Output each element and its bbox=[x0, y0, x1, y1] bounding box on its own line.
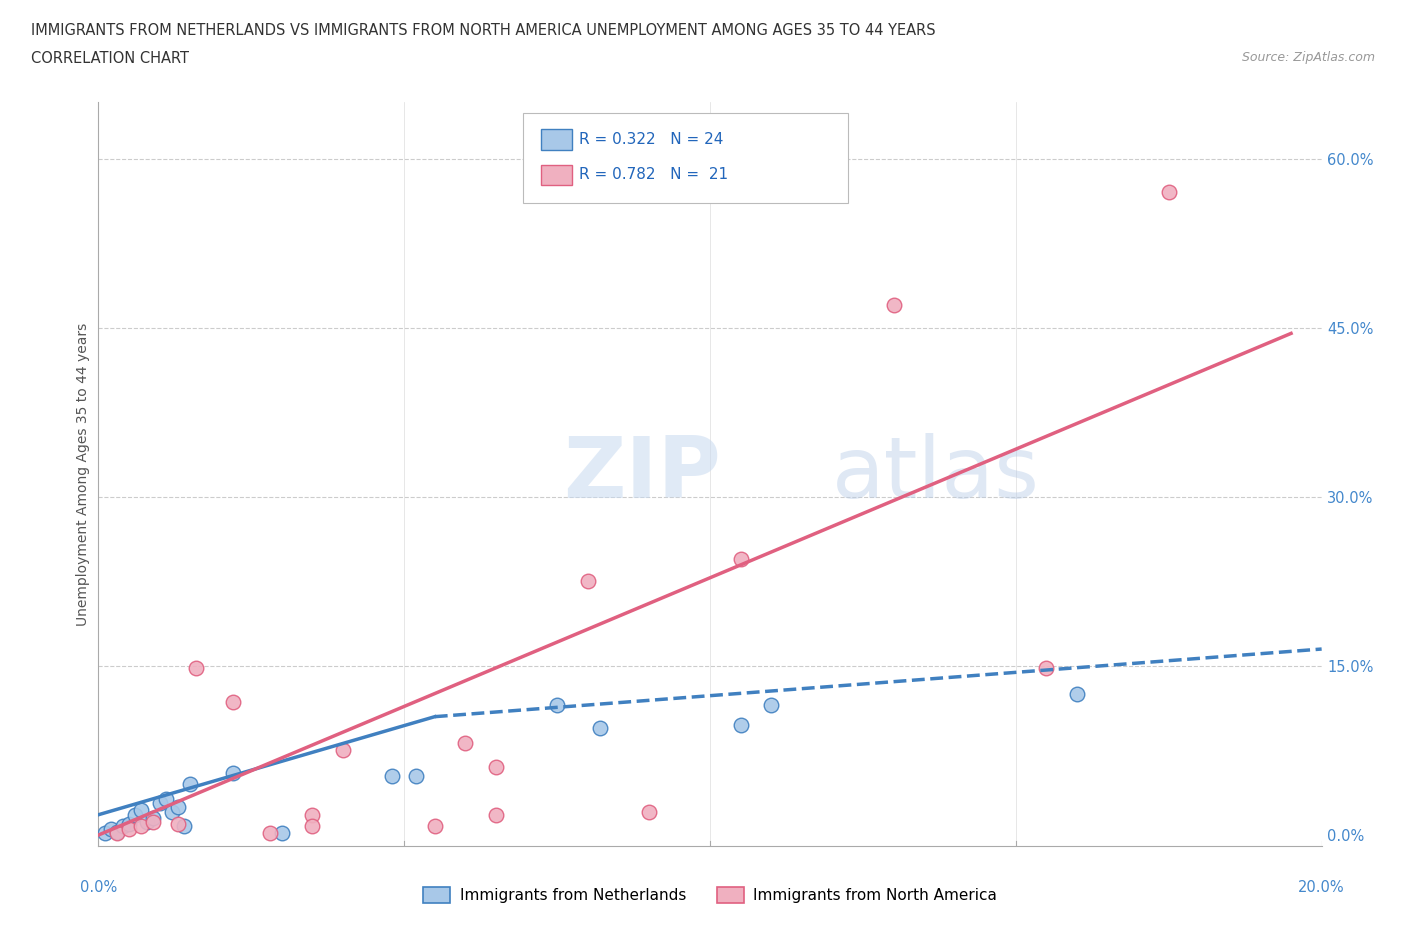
Point bbox=[179, 777, 201, 791]
Point bbox=[301, 818, 323, 833]
Point bbox=[576, 574, 599, 589]
Point bbox=[730, 551, 752, 566]
Point bbox=[136, 814, 159, 829]
Point bbox=[270, 825, 292, 840]
Point bbox=[167, 817, 190, 831]
Y-axis label: Unemployment Among Ages 35 to 44 years: Unemployment Among Ages 35 to 44 years bbox=[76, 323, 90, 626]
Text: R = 0.782   N =  21: R = 0.782 N = 21 bbox=[579, 167, 728, 182]
Point bbox=[160, 805, 183, 820]
Point bbox=[485, 760, 508, 775]
Point bbox=[1157, 185, 1180, 200]
Point bbox=[730, 717, 752, 732]
Point bbox=[167, 800, 190, 815]
Point bbox=[301, 807, 323, 822]
Point bbox=[93, 825, 115, 840]
Point bbox=[222, 765, 245, 780]
Point bbox=[546, 698, 568, 712]
Point bbox=[381, 769, 404, 784]
Point bbox=[105, 824, 128, 839]
Point bbox=[186, 660, 208, 675]
Point bbox=[100, 822, 122, 837]
Point bbox=[883, 298, 905, 312]
Point bbox=[173, 818, 195, 833]
Point bbox=[222, 695, 245, 710]
Point bbox=[142, 811, 165, 826]
Point bbox=[1066, 686, 1088, 701]
Point bbox=[589, 721, 612, 736]
Text: CORRELATION CHART: CORRELATION CHART bbox=[31, 51, 188, 66]
Point bbox=[129, 818, 152, 833]
Text: 20.0%: 20.0% bbox=[1298, 880, 1346, 895]
Text: R = 0.322   N = 24: R = 0.322 N = 24 bbox=[579, 132, 724, 147]
Point bbox=[423, 818, 446, 833]
Point bbox=[332, 743, 354, 758]
Point bbox=[129, 803, 152, 817]
Legend: Immigrants from Netherlands, Immigrants from North America: Immigrants from Netherlands, Immigrants … bbox=[416, 881, 1004, 910]
Point bbox=[124, 807, 146, 822]
Point bbox=[1035, 660, 1057, 675]
Point bbox=[105, 825, 128, 840]
Point bbox=[454, 735, 477, 750]
Point bbox=[485, 807, 508, 822]
Text: IMMIGRANTS FROM NETHERLANDS VS IMMIGRANTS FROM NORTH AMERICA UNEMPLOYMENT AMONG : IMMIGRANTS FROM NETHERLANDS VS IMMIGRANT… bbox=[31, 23, 935, 38]
Point bbox=[259, 825, 281, 840]
Text: atlas: atlas bbox=[832, 432, 1040, 516]
Point bbox=[155, 791, 177, 806]
Text: 0.0%: 0.0% bbox=[80, 880, 117, 895]
Point bbox=[405, 769, 427, 784]
Point bbox=[111, 818, 134, 833]
Text: Source: ZipAtlas.com: Source: ZipAtlas.com bbox=[1241, 51, 1375, 64]
Point bbox=[118, 822, 141, 837]
Point bbox=[759, 698, 782, 712]
Point bbox=[149, 796, 172, 811]
Point bbox=[118, 817, 141, 831]
Point bbox=[637, 805, 661, 820]
Point bbox=[142, 814, 165, 829]
Text: ZIP: ZIP bbox=[564, 432, 721, 516]
